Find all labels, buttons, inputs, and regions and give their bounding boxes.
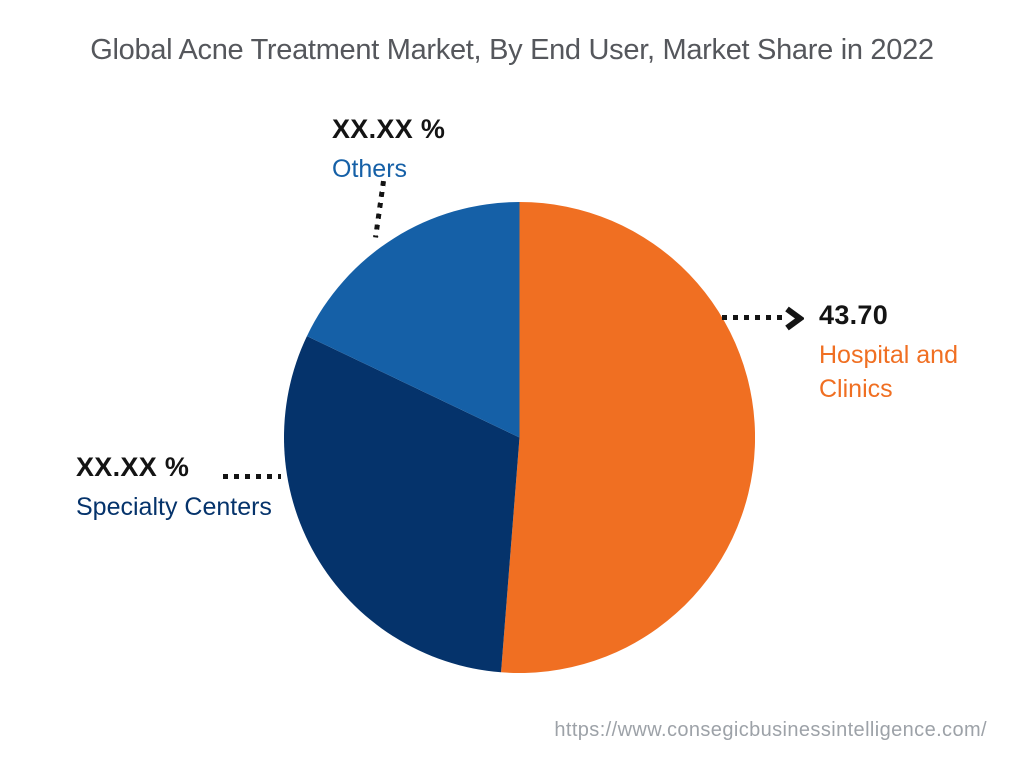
pie-svg <box>284 202 755 673</box>
specialty-callout: XX.XX % Specialty Centers <box>76 452 272 524</box>
others-label: Others <box>332 155 408 183</box>
specialty-callout-line <box>223 474 281 479</box>
pie-slice-others <box>306 202 520 438</box>
pie-slice-hospital-and-clinics <box>501 202 755 673</box>
specialty-label: Specialty Centers <box>76 493 272 521</box>
hospital-callout: 43.70 Hospital and Clinics <box>819 300 979 406</box>
pie-chart <box>284 202 755 673</box>
specialty-value: XX.XX % <box>76 452 190 482</box>
pie-slice-specialty-centers <box>284 336 520 673</box>
hospital-value: 43.70 <box>819 300 889 330</box>
hospital-callout-line <box>722 315 782 320</box>
others-value: XX.XX % <box>332 114 446 144</box>
source-url[interactable]: https://www.consegicbusinessintelligence… <box>554 719 987 741</box>
hospital-label: Hospital and Clinics <box>819 341 958 403</box>
callout-arrow-icon <box>785 306 804 331</box>
chart-title: Global Acne Treatment Market, By End Use… <box>90 34 934 66</box>
others-callout: XX.XX % Others <box>332 114 445 186</box>
